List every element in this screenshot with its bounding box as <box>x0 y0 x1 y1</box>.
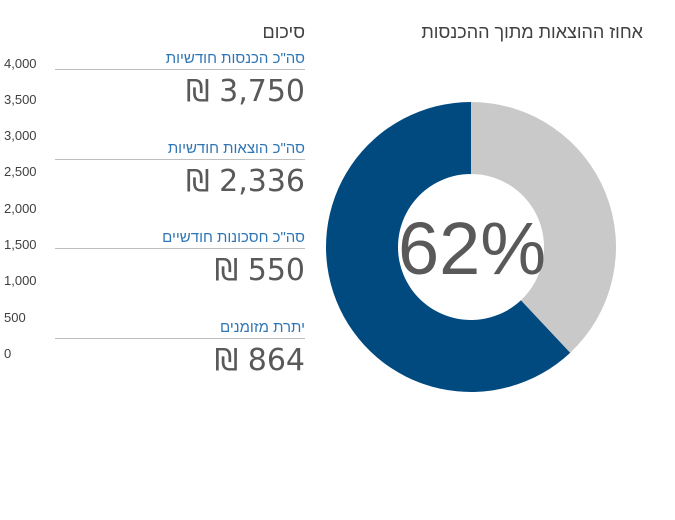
kpi-value: 2,336 ₪ <box>186 164 305 199</box>
kpi-value: 3,750 ₪ <box>186 74 305 109</box>
kpi-label: יתרת מזומנים <box>219 319 305 336</box>
chart-title: אחוז ההוצאות מתוך ההכנסות <box>421 22 643 42</box>
axis-tick-1500: 1,500 <box>4 237 37 252</box>
kpi-label: סה"כ הוצאות חודשיות <box>167 140 305 157</box>
kpi-label: סה"כ חסכונות חודשיים <box>162 229 305 246</box>
kpi-value: 864 ₪ <box>214 343 305 378</box>
donut-slice-expenses <box>325 102 571 392</box>
axis-tick-2000: 2,000 <box>4 201 37 216</box>
kpi-divider <box>55 159 305 160</box>
axis-tick-1000: 1,000 <box>4 273 37 288</box>
axis-tick-500: 500 <box>4 310 26 325</box>
summary-title: סיכום <box>262 22 305 42</box>
kpi-label: סה"כ הכנסות חודשיות <box>165 50 305 67</box>
center-percentage-label: 62% <box>398 207 546 290</box>
kpi-divider <box>55 248 305 249</box>
axis-tick-3500: 3,500 <box>4 92 37 107</box>
axis-tick-3000: 3,000 <box>4 128 37 143</box>
kpi-divider <box>55 338 305 339</box>
axis-tick-4000: 4,000 <box>4 56 37 71</box>
kpi-divider <box>55 69 305 70</box>
axis-tick-0: 0 <box>4 346 12 361</box>
kpi-value: 550 ₪ <box>214 253 305 288</box>
axis-tick-2500: 2,500 <box>4 164 37 179</box>
donut-slice-remainder <box>471 102 616 353</box>
donut-chart: 62% <box>325 102 616 392</box>
